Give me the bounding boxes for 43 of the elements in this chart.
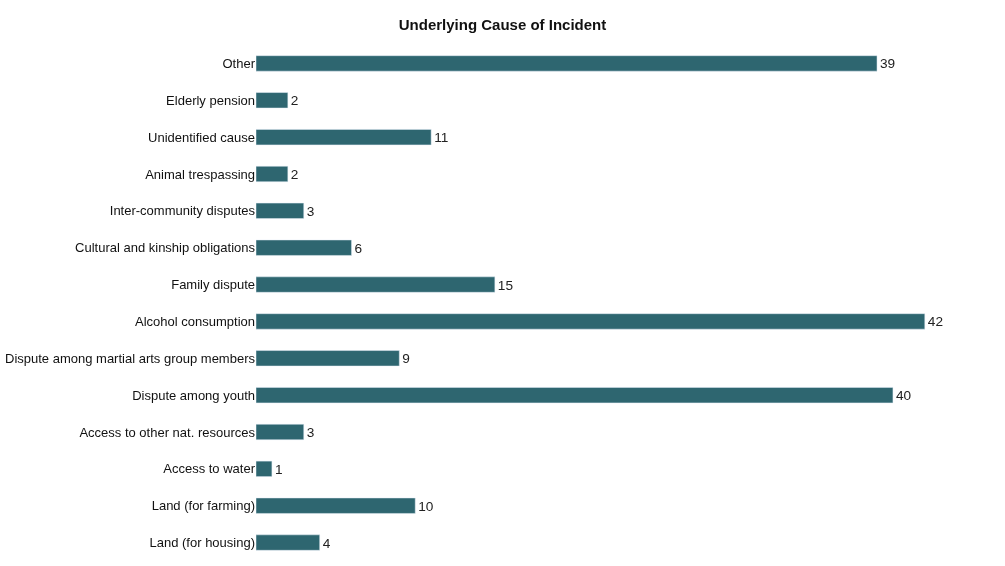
bar	[256, 92, 289, 109]
bar	[256, 55, 878, 72]
data-label: 3	[306, 425, 315, 441]
data-label: 1	[274, 461, 283, 477]
data-label: 39	[880, 56, 896, 72]
y-tick-label: Cultural and kinship obligations	[75, 240, 256, 256]
y-tick-label: Unidentified cause	[148, 129, 255, 145]
data-label: 2	[290, 167, 299, 183]
data-label: 11	[434, 130, 449, 146]
y-tick-label: Alcohol consumption	[135, 313, 255, 329]
y-tick-label: Dispute among youth	[132, 387, 255, 403]
bar	[256, 276, 496, 293]
bar	[256, 497, 416, 514]
data-label: 42	[927, 314, 943, 330]
y-tick-label: Land (for housing)	[149, 535, 255, 551]
data-label: 2	[290, 93, 299, 109]
y-tick-label: Access to water	[163, 461, 256, 477]
data-label: 9	[402, 351, 410, 367]
y-tick-label: Access to other nat. resources	[79, 424, 256, 440]
data-label: 6	[354, 240, 363, 256]
bar	[256, 239, 352, 256]
y-tick-label: Other	[222, 55, 256, 71]
bar	[256, 387, 894, 404]
y-tick-label: Dispute among martial arts group members	[5, 350, 256, 366]
bar	[256, 424, 305, 440]
data-label: 10	[418, 498, 434, 514]
bar	[256, 313, 926, 330]
bar	[256, 460, 273, 477]
y-tick-label: Inter-community disputes	[109, 203, 256, 219]
y-tick-label: Land (for farming)	[151, 498, 255, 514]
bar	[256, 129, 432, 146]
y-tick-label: Animal trespassing	[145, 166, 255, 182]
bar	[256, 166, 289, 182]
bar	[256, 350, 400, 367]
y-tick-label: Family dispute	[171, 277, 255, 293]
data-label: 3	[306, 203, 315, 219]
data-label: 40	[895, 388, 912, 404]
data-label: 15	[497, 277, 514, 293]
bar	[256, 534, 320, 551]
chart-title: Underlying Cause of Incident	[398, 16, 607, 34]
data-label: 4	[322, 535, 331, 551]
bar	[256, 202, 305, 219]
y-tick-label: Elderly pension	[166, 92, 255, 108]
